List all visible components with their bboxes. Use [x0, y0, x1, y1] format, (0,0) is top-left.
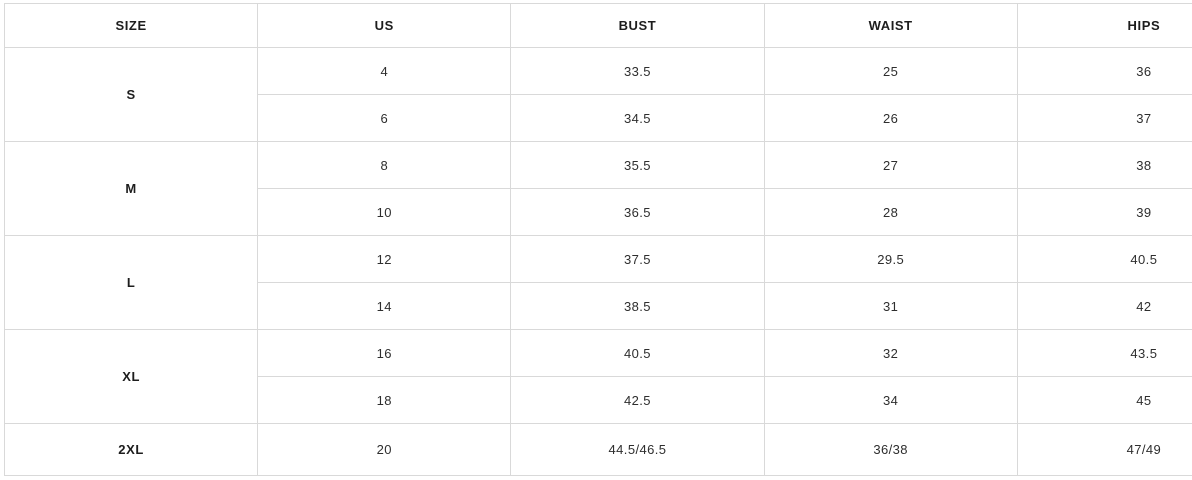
- bust-cell: 38.5: [511, 283, 764, 330]
- hips-cell: 39: [1017, 189, 1192, 236]
- us-cell: 12: [258, 236, 511, 283]
- column-header-bust: BUST: [511, 4, 764, 48]
- table-row: M 8 35.5 27 38: [5, 142, 1192, 189]
- hips-cell: 40.5: [1017, 236, 1192, 283]
- bust-cell: 33.5: [511, 48, 764, 95]
- us-cell: 20: [258, 424, 511, 476]
- us-cell: 4: [258, 48, 511, 95]
- table-row: 2XL 20 44.5/46.5 36/38 47/49: [5, 424, 1192, 476]
- waist-cell: 36/38: [764, 424, 1017, 476]
- us-cell: 14: [258, 283, 511, 330]
- bust-cell: 37.5: [511, 236, 764, 283]
- hips-cell: 43.5: [1017, 330, 1192, 377]
- bust-cell: 34.5: [511, 95, 764, 142]
- column-header-size: SIZE: [5, 4, 258, 48]
- bust-cell: 35.5: [511, 142, 764, 189]
- waist-cell: 25: [764, 48, 1017, 95]
- size-group-label: 2XL: [5, 424, 258, 476]
- size-group-label: M: [5, 142, 258, 236]
- size-chart-header: SIZE US BUST WAIST HIPS: [5, 4, 1192, 48]
- size-group-label: XL: [5, 330, 258, 424]
- header-row: SIZE US BUST WAIST HIPS: [5, 4, 1192, 48]
- bust-cell: 36.5: [511, 189, 764, 236]
- waist-cell: 31: [764, 283, 1017, 330]
- waist-cell: 29.5: [764, 236, 1017, 283]
- bust-cell: 42.5: [511, 377, 764, 424]
- us-cell: 18: [258, 377, 511, 424]
- bust-cell: 40.5: [511, 330, 764, 377]
- hips-cell: 42: [1017, 283, 1192, 330]
- size-chart-table: SIZE US BUST WAIST HIPS S 4 33.5 25 36 6…: [4, 3, 1192, 476]
- column-header-us: US: [258, 4, 511, 48]
- column-header-hips: HIPS: [1017, 4, 1192, 48]
- us-cell: 16: [258, 330, 511, 377]
- size-group-label: S: [5, 48, 258, 142]
- hips-cell: 36: [1017, 48, 1192, 95]
- size-group-label: L: [5, 236, 258, 330]
- table-row: L 12 37.5 29.5 40.5: [5, 236, 1192, 283]
- column-header-waist: WAIST: [764, 4, 1017, 48]
- hips-cell: 38: [1017, 142, 1192, 189]
- table-row: S 4 33.5 25 36: [5, 48, 1192, 95]
- size-chart-body: S 4 33.5 25 36 6 34.5 26 37 M 8 35.5 27 …: [5, 48, 1192, 476]
- table-row: XL 16 40.5 32 43.5: [5, 330, 1192, 377]
- us-cell: 6: [258, 95, 511, 142]
- hips-cell: 47/49: [1017, 424, 1192, 476]
- us-cell: 10: [258, 189, 511, 236]
- hips-cell: 45: [1017, 377, 1192, 424]
- bust-cell: 44.5/46.5: [511, 424, 764, 476]
- waist-cell: 26: [764, 95, 1017, 142]
- hips-cell: 37: [1017, 95, 1192, 142]
- waist-cell: 34: [764, 377, 1017, 424]
- waist-cell: 27: [764, 142, 1017, 189]
- waist-cell: 28: [764, 189, 1017, 236]
- us-cell: 8: [258, 142, 511, 189]
- waist-cell: 32: [764, 330, 1017, 377]
